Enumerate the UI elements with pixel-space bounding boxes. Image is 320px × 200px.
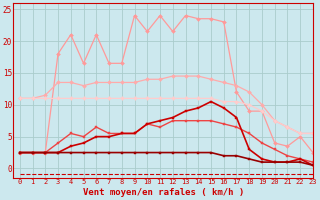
X-axis label: Vent moyen/en rafales ( km/h ): Vent moyen/en rafales ( km/h ) [83,188,244,197]
